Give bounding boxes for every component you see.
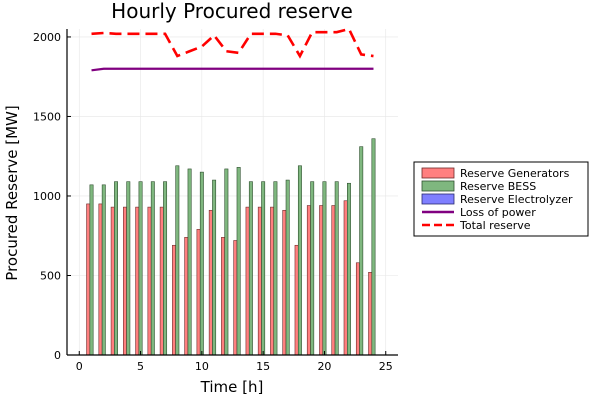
bar-reserve-generators [110, 206, 115, 356]
legend-swatch [421, 180, 455, 192]
line-loss-of-power [91, 67, 374, 72]
x-tick-label: 0 [76, 360, 83, 373]
bar-reserve-bess [273, 181, 278, 356]
legend-label: Reserve BESS [460, 180, 536, 193]
bar-reserve-bess [297, 165, 302, 356]
bar-reserve-bess [138, 181, 143, 356]
bar-reserve-generators [245, 206, 250, 356]
bar-reserve-generators [282, 209, 287, 356]
bar-reserve-generators [98, 203, 103, 356]
bar-reserve-generators [159, 206, 164, 356]
bar-reserve-bess [126, 181, 131, 356]
bar-reserve-generators [184, 237, 189, 356]
bar-reserve-bess [248, 181, 253, 356]
x-axis-label: Time [h] [200, 378, 264, 396]
bar-reserve-generators [147, 206, 152, 356]
bar-reserve-generators [294, 244, 299, 356]
bar-reserve-generators [233, 240, 238, 356]
x-tick-label: 10 [195, 360, 209, 373]
legend-swatch [421, 193, 455, 205]
y-tick-label: 1500 [33, 110, 61, 123]
bar-reserve-generators [172, 244, 176, 356]
y-tick-label: 0 [54, 349, 61, 362]
bar-reserve-bess [212, 179, 217, 356]
bar-reserve-generators [355, 262, 360, 356]
legend-label: Reserve Generators [460, 167, 570, 180]
bar-reserve-bess [236, 167, 241, 356]
legend-label: Total reserve [459, 219, 531, 232]
bar-reserve-bess [101, 184, 106, 356]
bar-reserve-generators [221, 237, 226, 356]
bar-reserve-bess [199, 171, 204, 356]
axes: 0 5 10 15 20 25 0 500 1000 1500 2000 [33, 29, 398, 373]
legend-label: Loss of power [460, 206, 536, 219]
legend-swatch [421, 167, 455, 179]
bar-reserve-bess [347, 182, 351, 356]
bar-reserve-bess [114, 181, 118, 356]
y-tick-label: 1000 [33, 190, 61, 203]
bar-reserve-bess [163, 181, 168, 356]
y-tick-label: 500 [40, 269, 61, 282]
bar-reserve-generators [343, 200, 348, 356]
bar-reserve-bess [334, 181, 339, 356]
bar-reserve-generators [123, 206, 127, 356]
bar-reserve-bess [224, 168, 229, 356]
lines [91, 27, 374, 72]
bar-reserve-bess [322, 181, 327, 356]
bar-reserve-bess [150, 181, 155, 356]
bar-reserve-generators [306, 205, 311, 356]
y-tick-label: 2000 [33, 31, 61, 44]
bar-reserve-generators [319, 205, 324, 356]
bar-reserve-bess [359, 146, 364, 356]
y-axis-label: Procured Reserve [MW] [3, 105, 21, 280]
bar-reserve-bess [310, 181, 315, 356]
x-tick-label: 15 [256, 360, 270, 373]
bars [86, 138, 376, 356]
bar-reserve-bess [371, 138, 376, 356]
bar-reserve-bess [89, 184, 94, 356]
bar-reserve-bess [187, 168, 192, 356]
bar-reserve-bess [285, 179, 290, 356]
bar-reserve-bess [261, 181, 266, 356]
bar-reserve-generators [270, 206, 275, 356]
x-tick-label: 5 [137, 360, 144, 373]
bar-reserve-generators [208, 209, 213, 356]
x-tick-label: 25 [379, 360, 393, 373]
bar-reserve-generators [368, 272, 373, 356]
x-tick-label: 20 [317, 360, 331, 373]
bar-reserve-generators [196, 229, 201, 356]
legend-label: Reserve Electrolyzer [460, 193, 573, 206]
bar-reserve-generators [86, 203, 91, 356]
bar-reserve-bess [175, 165, 180, 356]
chart-title: Hourly Procured reserve [111, 0, 353, 23]
line-total-reserve [91, 27, 374, 59]
bar-reserve-generators [135, 206, 140, 356]
bar-reserve-generators [257, 206, 262, 356]
bar-reserve-generators [331, 205, 336, 356]
